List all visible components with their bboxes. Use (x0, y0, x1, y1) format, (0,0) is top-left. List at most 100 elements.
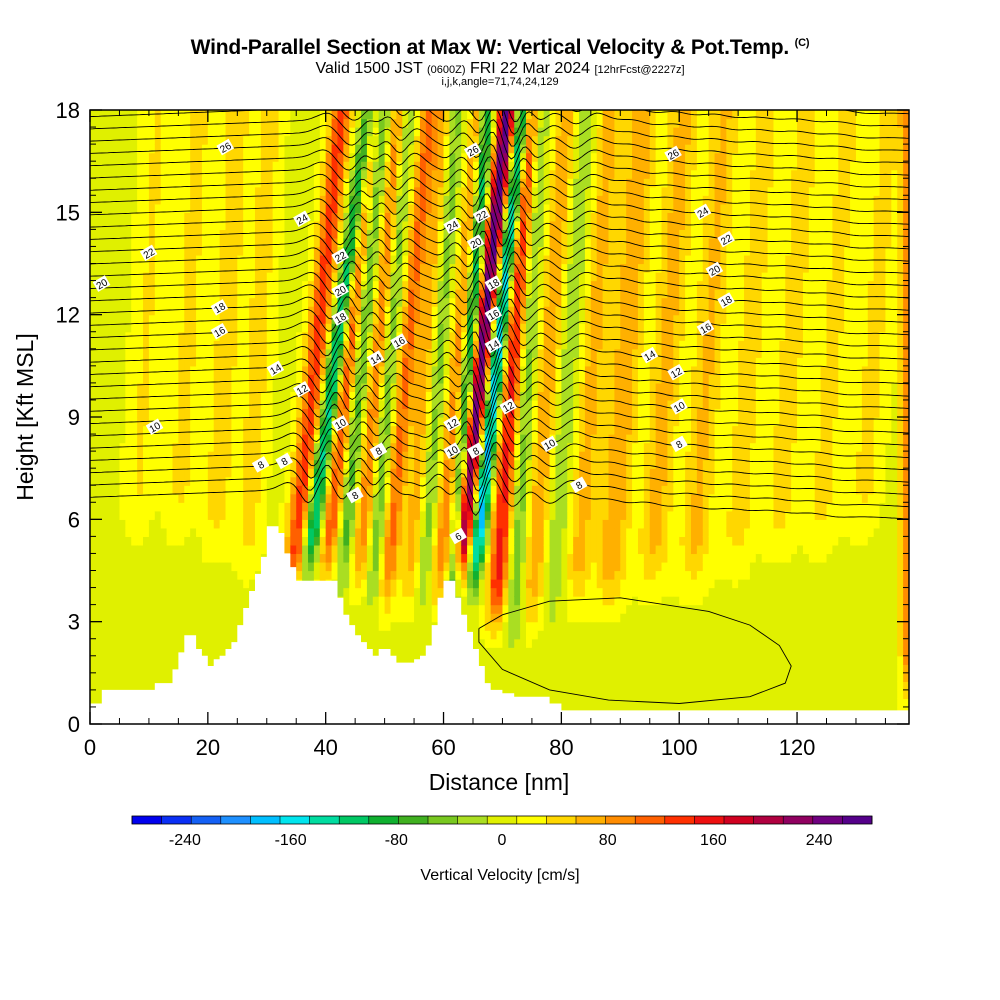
velocity-cell (119, 118, 126, 128)
velocity-cell (243, 161, 250, 171)
velocity-cell (313, 348, 321, 358)
velocity-cell (172, 408, 179, 418)
velocity-cell (355, 434, 362, 444)
velocity-cell (243, 468, 250, 478)
velocity-cell (361, 408, 368, 418)
velocity-cell (125, 237, 132, 248)
velocity-cell (296, 451, 303, 461)
velocity-cell (484, 553, 492, 563)
velocity-cell (113, 655, 121, 665)
velocity-cell (343, 340, 350, 350)
velocity-cell (319, 544, 327, 555)
velocity-cell (402, 169, 409, 179)
velocity-cell (213, 476, 221, 486)
velocity-cell (414, 604, 421, 614)
velocity-cell (90, 237, 97, 248)
velocity-cell (496, 647, 504, 657)
velocity-cell (425, 220, 433, 230)
velocity-cell (284, 527, 291, 537)
velocity-cell (225, 220, 233, 230)
velocity-cell (449, 297, 456, 307)
velocity-cell (390, 596, 397, 606)
velocity-cell (284, 502, 291, 512)
velocity-cell (431, 331, 439, 341)
velocity-cell (355, 348, 362, 358)
velocity-cell (196, 144, 203, 154)
velocity-cell (402, 553, 409, 563)
velocity-cell (455, 323, 462, 333)
velocity-cell (349, 144, 356, 154)
velocity-cell (419, 502, 427, 512)
velocity-cell (455, 493, 462, 503)
velocity-cell (425, 561, 433, 572)
velocity-cell (349, 314, 356, 324)
velocity-cell (231, 331, 238, 341)
velocity-cell (384, 408, 392, 418)
velocity-cell (213, 604, 221, 614)
velocity-cell (296, 519, 303, 529)
velocity-cell (443, 408, 451, 418)
velocity-cell (343, 212, 350, 222)
velocity-cell (402, 647, 409, 657)
velocity-cell (207, 638, 215, 648)
velocity-cell (484, 476, 492, 486)
velocity-cell (343, 587, 350, 597)
velocity-cell (455, 374, 462, 384)
velocity-cell (196, 561, 203, 572)
velocity-cell (349, 485, 356, 495)
velocity-cell (290, 468, 297, 478)
velocity-cell (266, 161, 274, 171)
velocity-cell (378, 621, 386, 631)
velocity-cell (266, 152, 274, 162)
velocity-cell (148, 485, 156, 495)
velocity-cell (148, 391, 156, 401)
velocity-cell (396, 263, 403, 273)
velocity-cell (419, 220, 427, 230)
velocity-cell (313, 502, 321, 512)
velocity-cell (213, 630, 221, 640)
velocity-cell (302, 399, 309, 410)
velocity-cell (143, 212, 150, 222)
velocity-cell (349, 110, 356, 120)
velocity-cell (278, 527, 286, 537)
velocity-cell (490, 570, 498, 580)
velocity-cell (196, 613, 203, 623)
velocity-cell (166, 246, 174, 256)
velocity-cell (366, 237, 374, 248)
velocity-cell (467, 127, 474, 137)
velocity-cell (408, 655, 415, 665)
velocity-cell (225, 391, 233, 401)
velocity-cell (178, 110, 185, 120)
velocity-cell (290, 391, 297, 401)
velocity-cell (478, 297, 486, 307)
velocity-cell (384, 220, 392, 230)
velocity-cell (296, 442, 303, 452)
velocity-cell (284, 365, 291, 375)
velocity-cell (237, 220, 244, 230)
velocity-cell (160, 527, 168, 537)
velocity-cell (201, 263, 209, 273)
velocity-cell (366, 169, 374, 179)
velocity-cell (107, 672, 115, 682)
velocity-cell (337, 587, 344, 597)
velocity-cell (408, 272, 415, 282)
velocity-cell (131, 340, 138, 350)
velocity-cell (313, 553, 321, 563)
velocity-cell (437, 220, 445, 230)
velocity-cell (496, 664, 504, 674)
velocity-cell (166, 348, 174, 358)
velocity-cell (355, 476, 362, 486)
velocity-cell (319, 399, 327, 410)
velocity-cell (166, 587, 174, 597)
velocity-cell (113, 425, 121, 435)
velocity-cell (366, 195, 374, 205)
velocity-cell (113, 459, 121, 469)
velocity-cell (107, 374, 115, 384)
velocity-cell (219, 212, 227, 222)
velocity-cell (237, 561, 244, 572)
velocity-cell (125, 621, 132, 631)
velocity-cell (196, 195, 203, 205)
velocity-cell (449, 314, 456, 324)
velocity-cell (443, 272, 451, 282)
velocity-cell (260, 127, 268, 137)
